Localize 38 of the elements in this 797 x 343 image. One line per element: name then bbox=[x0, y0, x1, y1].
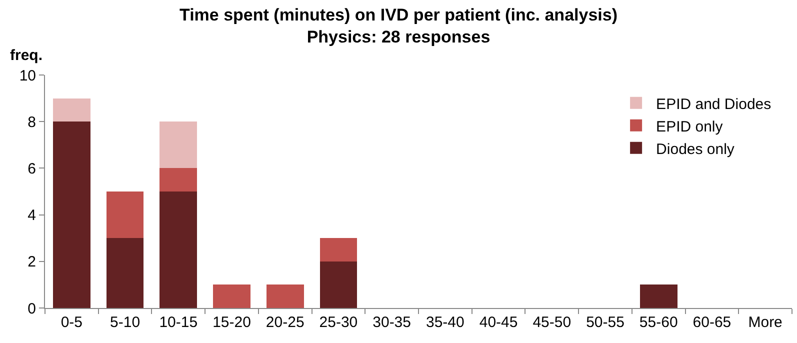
bar bbox=[53, 98, 90, 122]
y-tick-label: 10 bbox=[19, 67, 36, 84]
x-tick-label: 35-40 bbox=[426, 314, 464, 331]
bar bbox=[640, 284, 678, 308]
bar bbox=[320, 238, 358, 262]
chart-subtitle: Physics: 28 responses bbox=[306, 28, 490, 46]
x-tick-label: 25-30 bbox=[319, 314, 358, 331]
bar bbox=[106, 192, 144, 238]
bar bbox=[53, 122, 90, 308]
y-tick-label: 6 bbox=[28, 160, 36, 178]
bar bbox=[106, 238, 144, 308]
x-tick-label: 45-50 bbox=[532, 314, 572, 331]
y-tick-label: 4 bbox=[28, 207, 36, 224]
bar bbox=[160, 122, 198, 168]
y-axis-title: freq. bbox=[10, 47, 43, 64]
x-tick-label: 15-20 bbox=[212, 314, 251, 331]
legend-label: Diodes only bbox=[656, 140, 735, 158]
chart-title: Time spent (minutes) on IVD per patient (inc. analysis) bbox=[180, 5, 618, 24]
bar bbox=[266, 284, 304, 308]
x-tick-label: 0-5 bbox=[60, 314, 83, 331]
bar bbox=[213, 284, 250, 308]
x-tick-label: 60-65 bbox=[692, 314, 732, 331]
bar bbox=[160, 168, 198, 192]
x-tick-label: 55-60 bbox=[639, 314, 678, 331]
x-tick-label: 40-45 bbox=[479, 314, 518, 331]
x-tick-label: 10-15 bbox=[159, 314, 198, 331]
y-tick-label: 8 bbox=[28, 114, 36, 131]
x-tick-label: 5-10 bbox=[110, 314, 140, 331]
bar bbox=[320, 261, 358, 308]
bar bbox=[160, 192, 198, 308]
y-tick-label: 0 bbox=[28, 300, 36, 318]
x-tick-label: More bbox=[748, 314, 782, 331]
legend-label: EPID and Diodes bbox=[656, 96, 772, 113]
y-tick-label: 2 bbox=[28, 254, 36, 271]
x-tick-label: 50-55 bbox=[586, 314, 624, 331]
legend-label: EPID only bbox=[656, 118, 724, 136]
x-tick-label: 30-35 bbox=[372, 314, 412, 331]
x-tick-label: 20-25 bbox=[266, 314, 304, 331]
